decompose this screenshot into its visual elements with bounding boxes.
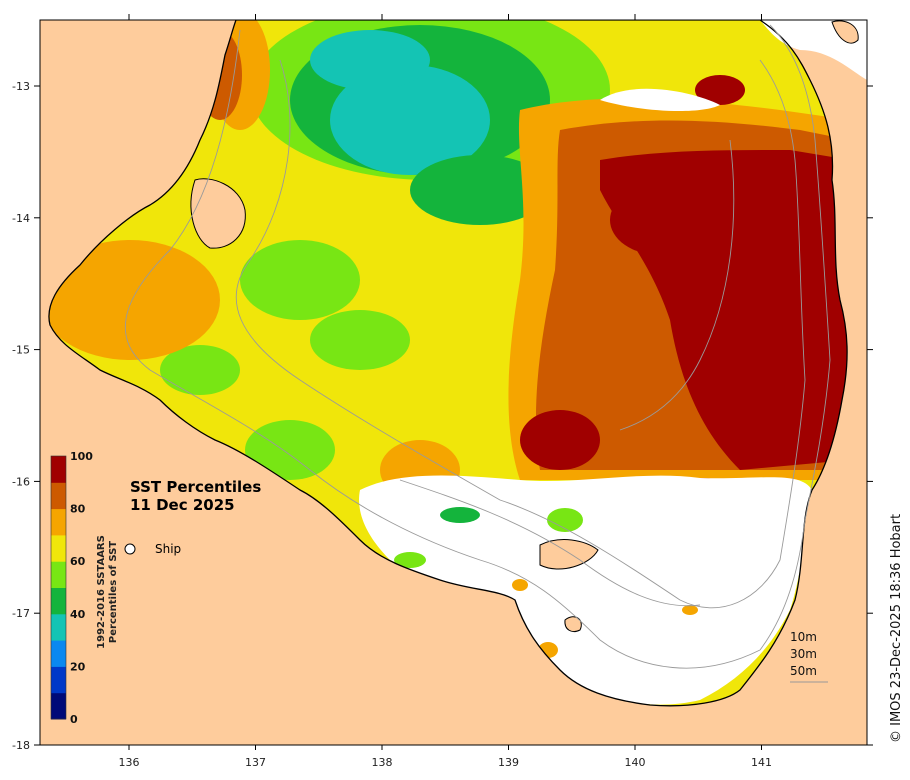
bathymetry-contours xyxy=(125,24,831,669)
colorbar-segment xyxy=(51,640,66,667)
colorbar-tick-label: 20 xyxy=(70,660,86,673)
island xyxy=(564,616,582,633)
y-axis: -13 -14 -15 -16 -17 -18 xyxy=(12,80,873,752)
x-tick-label: 136 xyxy=(119,756,140,769)
y-tick-label: -18 xyxy=(12,739,30,752)
map-title-line1: SST Percentiles xyxy=(130,478,261,496)
map-title-line2: 11 Dec 2025 xyxy=(130,496,235,514)
island xyxy=(190,178,246,249)
colorbar-segment xyxy=(51,587,66,615)
colorbar-outline xyxy=(50,455,67,720)
y-tick-label: -17 xyxy=(12,607,30,620)
island xyxy=(831,20,859,44)
y-tick-label: -13 xyxy=(12,80,30,93)
colorbar-tick-label: 80 xyxy=(70,503,86,516)
colorbar-tick-label: 60 xyxy=(70,555,86,568)
colorbar-segment xyxy=(51,666,66,694)
colorbar-tick-label: 0 xyxy=(70,713,78,726)
coastline xyxy=(48,20,848,707)
ship-label: Ship xyxy=(155,542,181,556)
y-tick-label: -15 xyxy=(12,344,30,357)
x-tick-label: 141 xyxy=(751,756,772,769)
x-axis: 136 137 138 139 140 141 xyxy=(119,14,772,769)
colorbar-title-line1: 1992-2016 SSTAARS xyxy=(96,535,107,649)
map-frame xyxy=(39,19,868,746)
colorbar-tick-label: 40 xyxy=(70,608,86,621)
colorbar-segment xyxy=(51,534,66,562)
x-tick-label: 137 xyxy=(245,756,266,769)
colorbar-segment xyxy=(51,482,66,510)
colorbar-segment xyxy=(51,456,66,483)
colorbar-title-line2: Percentiles of SST xyxy=(108,541,119,643)
colorbar-segment xyxy=(51,692,66,720)
colorbar-segment xyxy=(51,613,66,641)
island xyxy=(539,539,599,570)
y-tick-label: -16 xyxy=(12,475,30,488)
depth-legend-30m: 30m xyxy=(790,647,817,661)
y-tick-label: -14 xyxy=(12,212,30,225)
colorbar-segment xyxy=(51,561,66,588)
x-tick-label: 139 xyxy=(498,756,519,769)
x-tick-label: 140 xyxy=(625,756,646,769)
colorbar-title: 1992-2016 SSTAARS Percentiles of SST xyxy=(96,535,119,649)
x-tick-label: 138 xyxy=(372,756,393,769)
ship-marker-icon xyxy=(124,543,136,555)
colorbar: 0 20 40 60 80 100 xyxy=(50,450,93,726)
colorbar-tick-label: 100 xyxy=(70,450,93,463)
copyright-text: © IMOS 23-Dec-2025 18:36 Hobart xyxy=(889,514,904,743)
depth-legend-10m: 10m xyxy=(790,630,817,644)
colorbar-segment xyxy=(51,508,66,536)
depth-legend-50m: 50m xyxy=(790,664,817,678)
